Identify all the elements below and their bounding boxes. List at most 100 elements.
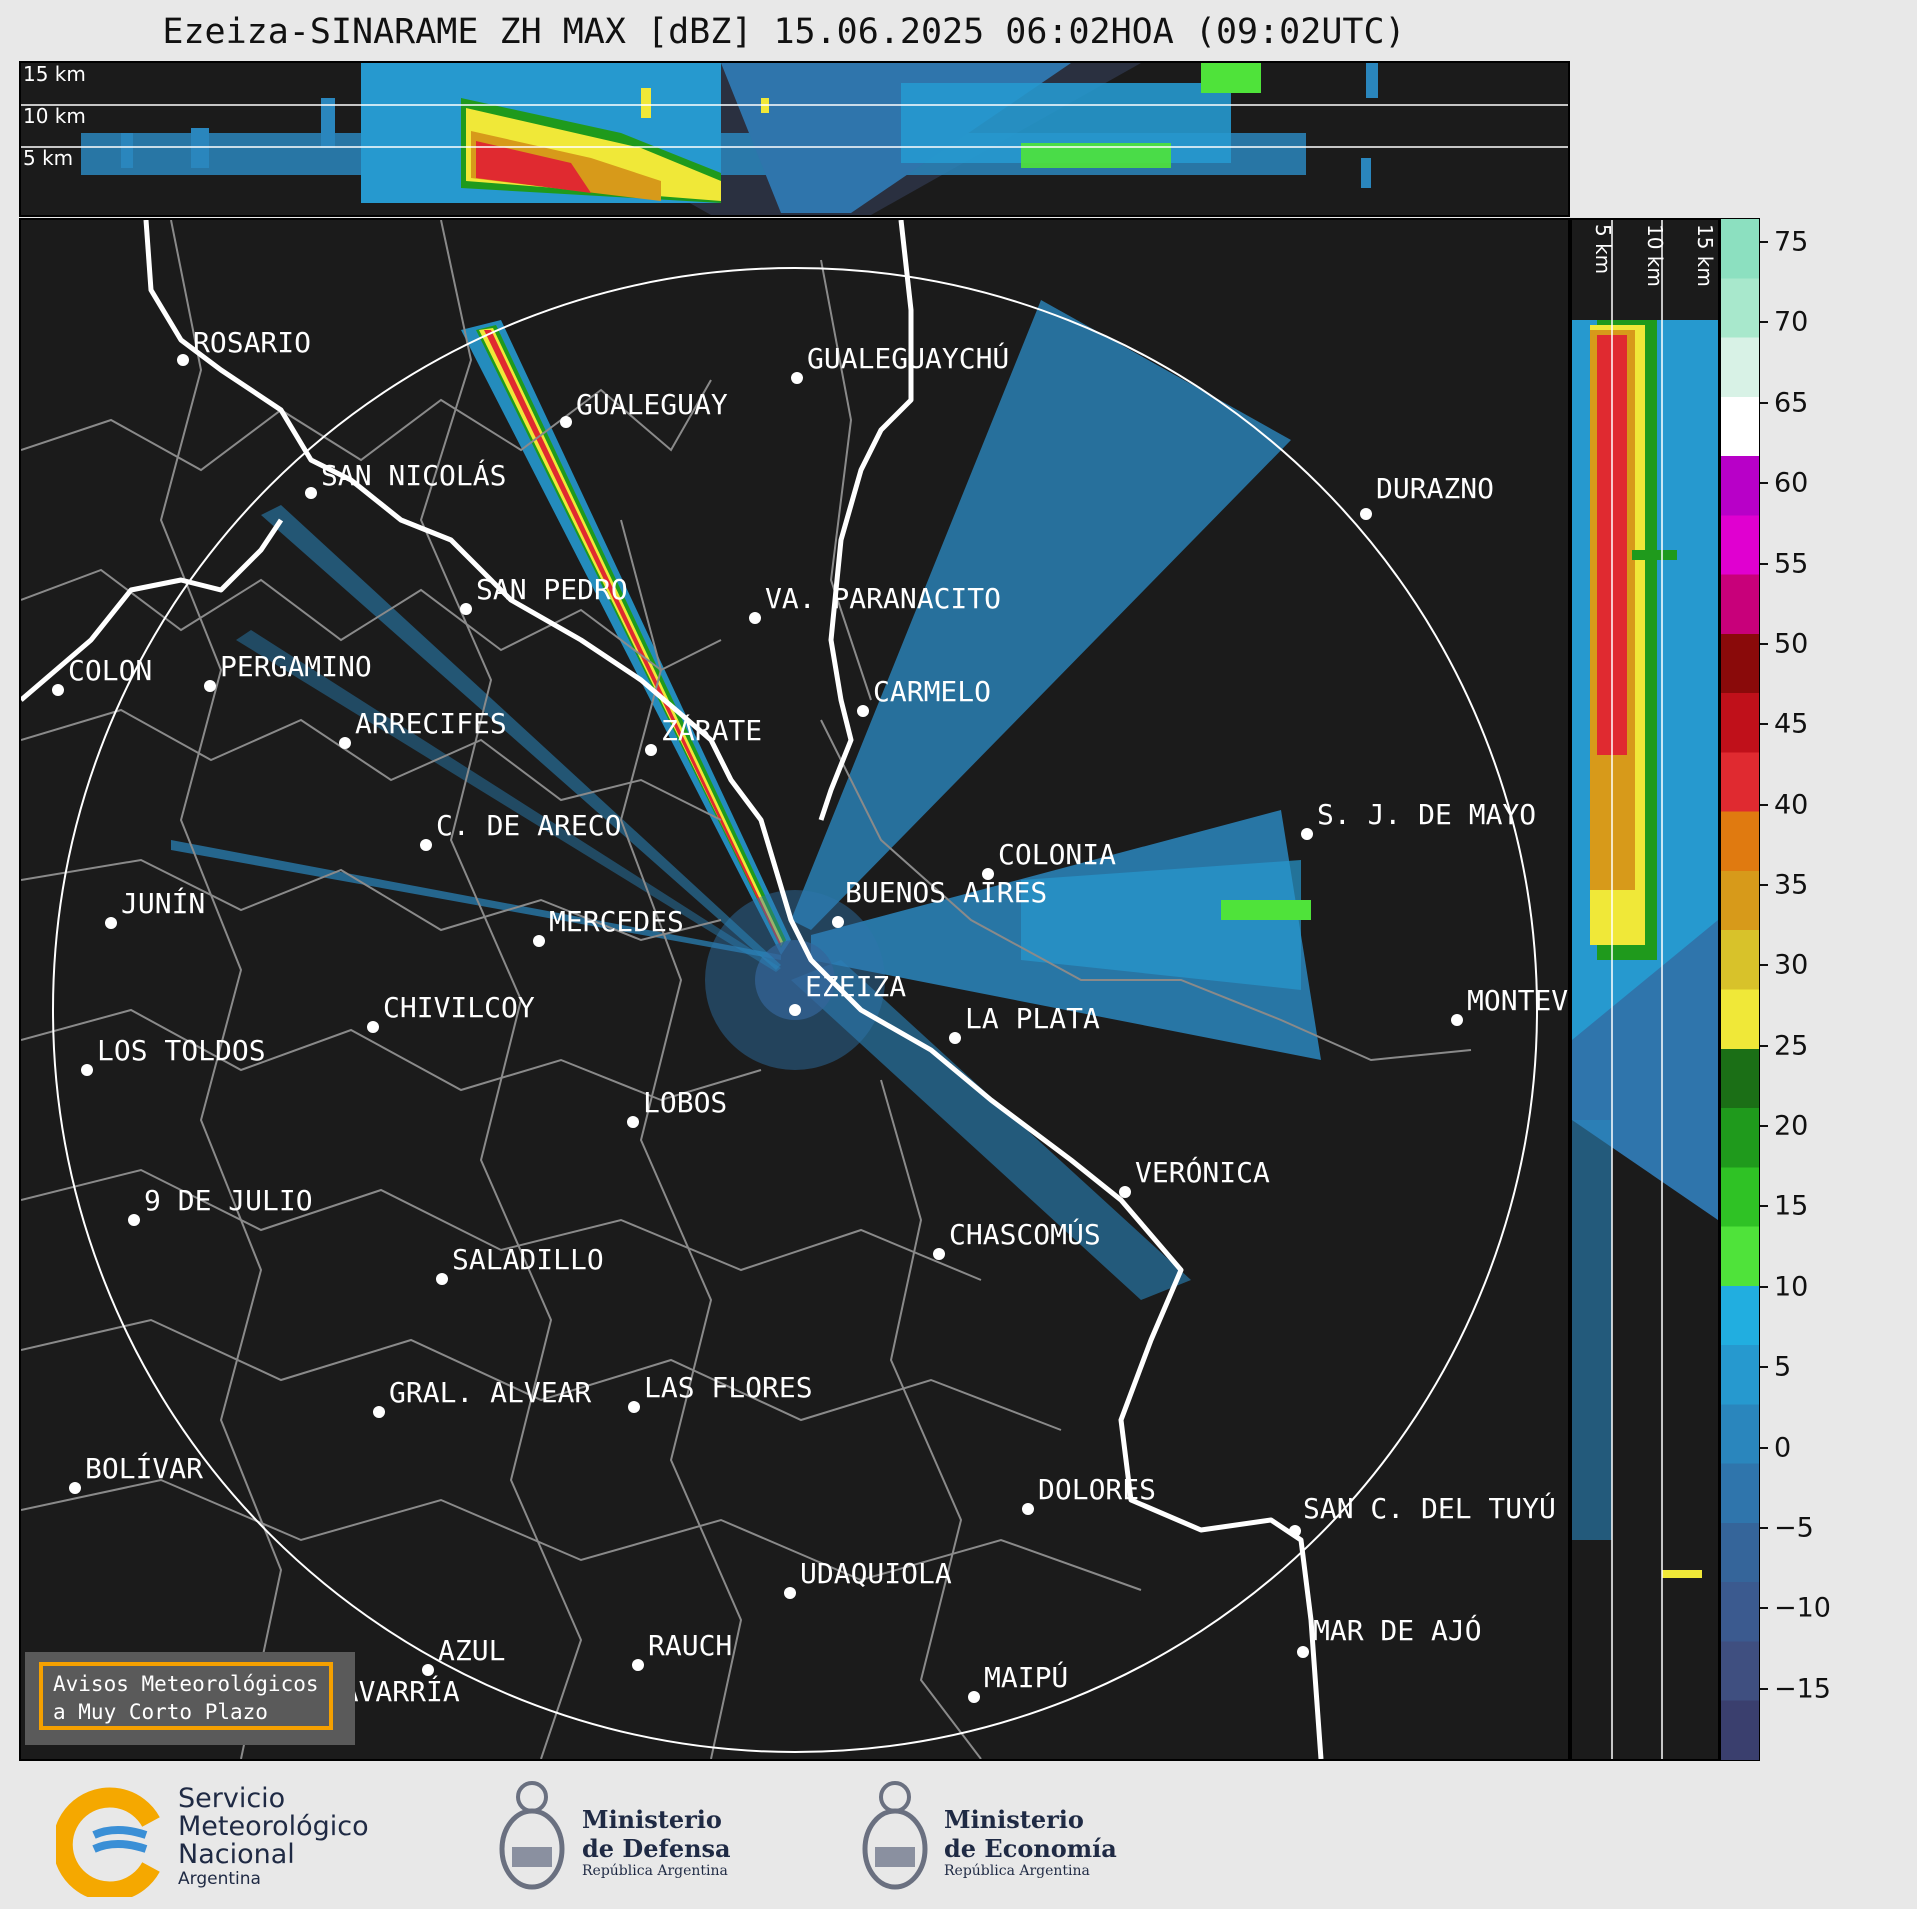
smn-logo-text: Servicio Meteorológico Nacional Argentin… [178,1783,369,1890]
city-label-las-flores: LAS FLORES [644,1371,813,1404]
colorbar-tick-label: 0 [1774,1432,1792,1464]
city-label-dolores: DOLORES [1038,1473,1156,1506]
city-label-veronica: VERÓNICA [1135,1155,1270,1189]
top-cross-section-image: 15 km 10 km 5 km [21,63,1568,215]
colorbar-tick-mark [1760,964,1768,967]
side-cross-section-image: 5 km 10 km 15 km [1572,220,1718,1759]
city-label-san-c-del-tuyu: SAN C. DEL TUYÚ [1303,1491,1556,1525]
smn-logo-icon [56,1787,160,1897]
dbz-colorbar [1720,218,1760,1761]
colorbar-tick-mark [1760,1366,1768,1369]
colorbar-tick-label: 30 [1774,949,1809,981]
city-label-chascomus: CHASCOMÚS [949,1217,1101,1251]
colorbar-tick-mark [1760,401,1768,404]
colorbar-tick-label: 40 [1774,789,1809,821]
side-alt-label-15: 15 km [1693,224,1717,287]
city-label-los-toldos: LOS TOLDOS [97,1034,266,1067]
top-alt-label-15: 15 km [23,63,86,86]
colorbar-tick-mark [1760,884,1768,887]
argentina-coat-of-arms-icon [499,1781,565,1890]
city-label-lobos: LOBOS [643,1086,727,1119]
colorbar-tick-label: 20 [1774,1110,1809,1142]
colorbar-tick-mark [1760,723,1768,726]
footer: Servicio Meteorológico Nacional Argentin… [0,1765,1917,1909]
radar-map-panel[interactable]: ROSARIO GUALEGUAYCHÚ GUALEGUAY SAN NICOL… [19,218,1570,1761]
colorbar-tick-label: 10 [1774,1271,1809,1303]
defensa-line-2: de Defensa [582,1834,731,1863]
city-label-9-de-julio: 9 DE JULIO [144,1184,313,1217]
city-label-la-plata: LA PLATA [965,1002,1100,1035]
city-label-bolivar: BOLÍVAR [85,1451,203,1485]
city-label-gualeguay: GUALEGUAY [576,388,728,421]
colorbar-tick-mark [1760,1607,1768,1610]
colorbar-tick-label: 70 [1774,306,1809,338]
colorbar-tick-label: 25 [1774,1030,1809,1062]
colorbar-tick-mark [1760,1044,1768,1047]
colorbar-tick-label: −5 [1774,1512,1814,1544]
city-label-azul: AZUL [438,1634,505,1667]
city-label-san-pedro: SAN PEDRO [476,573,628,606]
city-label-va-paranacito: VA. PARANACITO [765,582,1001,615]
city-label-maipu: MAIPÚ [984,1660,1068,1694]
map-title: Ezeiza-SINARAME ZH MAX [dBZ] 15.06.2025 … [162,12,1406,52]
alert-box[interactable]: Avisos Meteorológicos a Muy Corto Plazo [25,1652,355,1745]
colorbar-tick-label: 15 [1774,1190,1809,1222]
economia-line-3: República Argentina [944,1863,1090,1879]
city-label-san-nicolas: SAN NICOLÁS [321,458,506,492]
top-alt-label-10: 10 km [23,104,86,128]
colorbar-tick-label: −10 [1774,1592,1831,1624]
city-label-ezeiza: EZEIZA [805,970,906,1003]
city-label-c-de-areco: C. DE ARECO [436,809,621,842]
city-label-mar-de-ajo: MAR DE AJÓ [1313,1613,1482,1647]
city-label-pergamino: PERGAMINO [220,650,372,683]
city-label-sj-de-mayo: S. J. DE MAYO [1317,798,1536,831]
city-label-saladillo: SALADILLO [452,1243,604,1276]
smn-line-4: Argentina [178,1869,261,1889]
colorbar-tick-label: 65 [1774,387,1809,419]
city-label-mercedes: MERCEDES [549,905,684,938]
colorbar-tick-label: 50 [1774,628,1809,660]
colorbar-tick-mark [1760,1526,1768,1529]
city-label-chivilcoy: CHIVILCOY [383,991,535,1024]
city-label-durazno: DURAZNO [1376,472,1494,505]
colorbar-tick-mark [1760,562,1768,565]
city-label-colonia: COLONIA [998,838,1116,871]
economia-line-1: Ministerio [944,1805,1084,1834]
colorbar-tick-mark [1760,1285,1768,1288]
colorbar-tick-label: 45 [1774,708,1809,740]
colorbar-tick-mark [1760,803,1768,806]
city-label-buenos-aires: BUENOS AIRES [845,876,1047,909]
smn-line-1: Servicio [178,1783,286,1814]
city-label-carmelo: CARMELO [873,675,991,708]
city-label-gral-alvear: GRAL. ALVEAR [389,1376,591,1409]
economia-line-2: de Economía [944,1834,1117,1863]
colorbar-tick-label: 35 [1774,869,1809,901]
city-label-zarate: ZÁRATE [661,713,762,747]
side-alt-label-10: 10 km [1643,224,1667,287]
city-label-gualeguaychu: GUALEGUAYCHÚ [807,341,1009,375]
top-alt-label-5: 5 km [23,146,73,170]
city-label-colon: COLON [68,654,152,687]
defensa-line-3: República Argentina [582,1863,728,1879]
colorbar-tick-label: −15 [1774,1673,1831,1705]
city-label-arrecifes: ARRECIFES [355,707,507,740]
colorbar-tick-label: 60 [1774,467,1809,499]
radar-map: ROSARIO GUALEGUAYCHÚ GUALEGUAY SAN NICOL… [21,220,1568,1759]
city-label-rosario: ROSARIO [193,326,311,359]
colorbar-tick-mark [1760,1125,1768,1128]
argentina-coat-of-arms-icon [862,1781,928,1890]
colorbar-tick-mark [1760,321,1768,324]
smn-line-3: Nacional [178,1839,295,1870]
colorbar-tick-mark [1760,1446,1768,1449]
side-alt-label-5: 5 km [1591,224,1615,274]
side-cross-section-panel: 5 km 10 km 15 km [1570,218,1720,1761]
city-label-udaquiola: UDAQUIOLA [800,1557,952,1590]
defensa-line-1: Ministerio [582,1805,722,1834]
economia-logo-text: Ministerio de Economía República Argenti… [944,1805,1117,1879]
defensa-logo-text: Ministerio de Defensa República Argentin… [582,1805,731,1879]
colorbar-tick-label: 75 [1774,226,1809,258]
smn-line-2: Meteorológico [178,1811,369,1842]
colorbar-tick-mark [1760,642,1768,645]
colorbar-tick-mark [1760,482,1768,485]
colorbar-tick-mark [1760,1205,1768,1208]
